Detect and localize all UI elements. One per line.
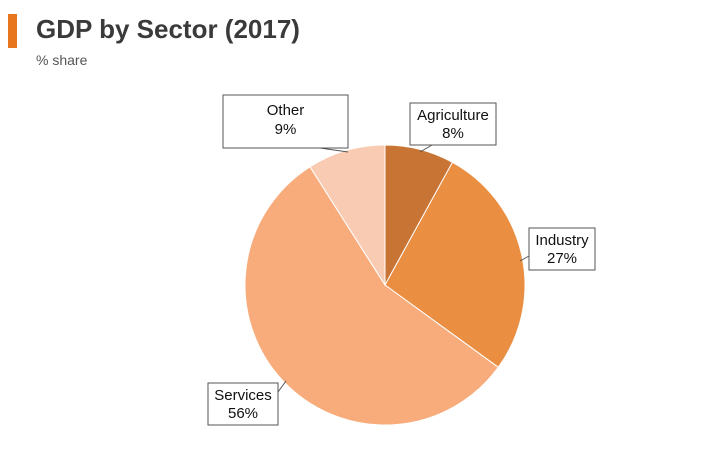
slice-value-label: 8% — [442, 125, 464, 142]
pie-slice-industry — [384, 161, 526, 368]
slice-name-label: Services — [214, 387, 272, 404]
slice-name-label: Industry — [535, 232, 589, 249]
slice-name-label: Agriculture — [417, 107, 489, 124]
chart-title: GDP by Sector (2017) — [36, 14, 300, 44]
callout-box — [207, 382, 279, 426]
callout-box — [528, 227, 596, 271]
callout-leader-line — [277, 380, 287, 393]
callout-box — [409, 102, 497, 146]
title-accent-bar — [8, 14, 17, 48]
callout-leader-line — [419, 144, 433, 153]
callout-leader-line — [319, 147, 349, 153]
callout-leader-line — [519, 255, 530, 262]
callout-box — [222, 94, 349, 149]
chart-subtitle: % share — [36, 52, 88, 68]
callout-other: Other 9% — [222, 94, 349, 153]
pie-slice-other — [309, 144, 386, 287]
pie-slice-services — [244, 166, 499, 426]
slice-value-label: 27% — [547, 250, 577, 267]
slice-value-label: 56% — [228, 405, 258, 422]
slice-value-label: 9% — [275, 121, 297, 138]
slice-name-label: Other — [267, 102, 305, 119]
